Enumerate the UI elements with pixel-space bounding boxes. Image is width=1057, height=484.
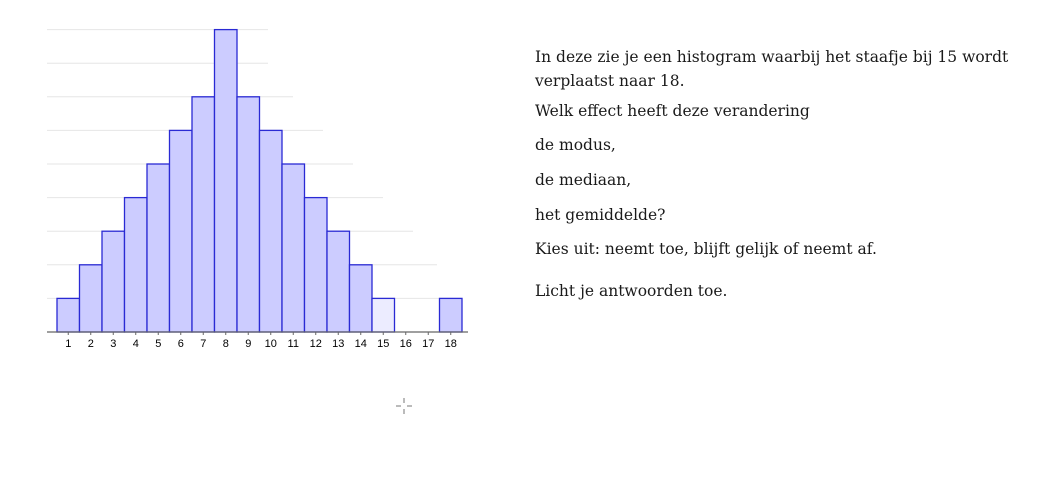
x-tick-label: 1 <box>65 338 71 350</box>
question-text: Welk effect heeft deze verandering <box>535 102 810 120</box>
x-tick-label: 17 <box>422 338 434 350</box>
x-tick-label: 14 <box>355 338 367 350</box>
crosshair-cursor-icon <box>396 398 412 414</box>
x-ticks <box>67 332 452 335</box>
histogram-chart: 1 2 3 4 5 6 7 8 9 10 11 12 13 14 15 16 17 18 <box>47 28 468 350</box>
bars <box>56 28 463 333</box>
modus-item: de modus, <box>535 136 616 154</box>
x-tick-label: 5 <box>155 338 161 350</box>
mediaan-item: de mediaan, <box>535 171 632 189</box>
histogram-bar-1 <box>56 297 81 333</box>
histogram-bar-10 <box>258 129 283 333</box>
gemiddelde-item: het gemiddelde? <box>535 206 666 224</box>
x-tick-label: 16 <box>400 338 412 350</box>
explain-instruction: Licht je antwoorden toe. <box>535 282 728 300</box>
intro-text: In deze zie je een histogram waarbij het… <box>535 48 1009 90</box>
histogram-bar-12 <box>303 196 328 333</box>
x-tick-label: 3 <box>110 338 116 350</box>
histogram-bar-6 <box>168 129 193 333</box>
x-tick-label: 4 <box>133 338 139 350</box>
histogram-bar-8 <box>213 28 238 333</box>
x-tick-label: 2 <box>88 338 94 350</box>
histogram-bar-7 <box>191 96 216 333</box>
x-tick-label: 10 <box>265 338 277 350</box>
histogram-bar-18 <box>438 297 463 333</box>
question-text-panel: In deze zie je een histogram waarbij het… <box>535 45 1035 303</box>
histogram-bar-5 <box>146 163 171 333</box>
x-tick-label: 8 <box>223 338 229 350</box>
histogram-bar-13 <box>326 230 351 333</box>
x-tick-label: 11 <box>288 338 299 350</box>
histogram-bar-9 <box>236 96 261 333</box>
x-tick-labels: 1 2 3 4 5 6 7 8 9 10 11 12 13 14 15 16 17 18 <box>65 338 457 350</box>
x-tick-label: 15 <box>377 338 389 350</box>
histogram-bar-4 <box>123 196 148 333</box>
x-tick-label: 13 <box>332 338 344 350</box>
choice-instruction: Kies uit: neemt toe, blijft gelijk of ne… <box>535 240 877 258</box>
histogram-bar-2 <box>78 264 103 333</box>
x-tick-label: 6 <box>178 338 184 350</box>
histogram-bar-3 <box>101 230 126 333</box>
x-tick-label: 9 <box>245 338 251 350</box>
x-tick-label: 12 <box>310 338 322 350</box>
x-tick-label: 18 <box>445 338 457 350</box>
histogram-bar-14 <box>348 264 373 333</box>
histogram-bar-11 <box>281 163 306 333</box>
histogram-bar-15 <box>371 297 396 333</box>
x-tick-label: 7 <box>200 338 206 350</box>
